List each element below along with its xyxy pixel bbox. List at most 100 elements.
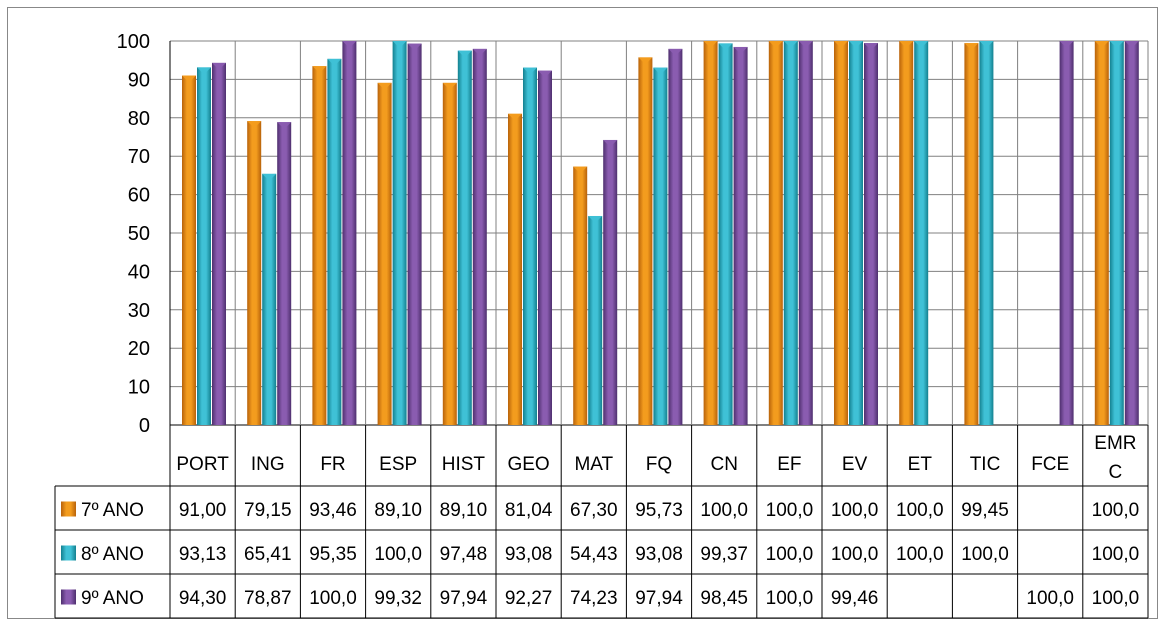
bar-cap (668, 48, 683, 56)
data-table-cell: 99,46 (831, 588, 879, 609)
bar-cap (1109, 41, 1124, 48)
bar (182, 75, 196, 425)
bar (668, 48, 683, 425)
y-tick-label: 20 (128, 338, 150, 360)
legend-series-name: 9º ANO (81, 588, 144, 609)
bar-cap (718, 43, 733, 51)
data-table-cell: 93,08 (635, 544, 683, 565)
bar (262, 173, 277, 425)
data-table-cell: 99,45 (961, 500, 1009, 521)
bar-cap (864, 43, 878, 51)
bar-cap (964, 43, 979, 51)
bar-cap (442, 82, 457, 90)
data-table-cell: 97,94 (635, 588, 683, 609)
bar-cap (783, 41, 798, 48)
bar (703, 41, 718, 425)
bar (899, 41, 914, 425)
bar (247, 121, 262, 426)
y-tick-label: 30 (128, 300, 150, 322)
data-table-cell: 78,87 (244, 588, 292, 609)
bar-cap (262, 173, 277, 181)
bar-cap (703, 41, 718, 48)
data-table-cell: 100,0 (1092, 588, 1140, 609)
bar-cap (247, 121, 262, 129)
bar (392, 41, 407, 425)
bar-cap (914, 41, 929, 48)
bar (1124, 41, 1139, 425)
data-table-cell: 100,0 (766, 500, 814, 521)
data-table-cell: 89,10 (374, 500, 422, 521)
bar-cap (653, 67, 668, 75)
bar-cap (538, 70, 552, 78)
data-table-cell: 92,27 (505, 588, 553, 609)
y-tick-label: 70 (128, 146, 150, 168)
data-table-cell: 97,48 (440, 544, 488, 565)
bar (768, 41, 783, 425)
data-table-cell: 98,45 (700, 588, 748, 609)
data-table-cell: 79,15 (244, 500, 292, 521)
bar-cap (472, 48, 487, 56)
x-category-label: C (1109, 462, 1123, 483)
data-table-cell: 67,30 (570, 500, 618, 521)
x-category-label: FCE (1031, 454, 1069, 475)
x-category-label: ET (908, 454, 933, 475)
bar-cap (733, 46, 748, 54)
bar (849, 41, 863, 425)
data-table-cell: 74,23 (570, 588, 618, 609)
bar-cap (312, 66, 327, 74)
bar (653, 67, 668, 425)
bar (783, 41, 798, 425)
bar-cap (979, 41, 994, 48)
bar-cap (327, 58, 342, 66)
y-tick-label: 60 (128, 185, 150, 207)
x-category-label: ING (251, 454, 285, 475)
bar-cap (407, 43, 422, 51)
bar (914, 41, 929, 425)
x-category-label: FR (320, 454, 345, 475)
data-table-cell: 93,46 (309, 500, 357, 521)
bar-cap (834, 41, 848, 48)
bar-cap (277, 122, 292, 130)
bar (442, 82, 457, 425)
bar-cap (508, 113, 522, 121)
data-table-cell: 89,10 (440, 500, 488, 521)
bar-cap (457, 50, 472, 58)
data-table-cell: 100,0 (374, 544, 422, 565)
bar-cap (638, 57, 653, 65)
x-category-label: FQ (646, 454, 672, 475)
legend-swatch (61, 501, 76, 517)
x-category-label: PORT (176, 454, 229, 475)
bar-cap (798, 41, 813, 48)
data-table-cell: 65,41 (244, 544, 292, 565)
legend-series-name: 7º ANO (81, 500, 144, 521)
y-tick-label: 0 (139, 415, 150, 437)
y-tick-label: 50 (128, 223, 150, 245)
bar (964, 43, 979, 425)
legend-swatch (61, 589, 76, 605)
bar-cap (182, 75, 196, 83)
y-tick-label: 100 (117, 31, 150, 53)
bar-cap (899, 41, 914, 48)
data-table-cell: 95,35 (309, 544, 357, 565)
bar-cap (1059, 41, 1074, 48)
bar (864, 43, 878, 425)
data-table-cell: 54,43 (570, 544, 618, 565)
bar (197, 67, 211, 425)
x-category-label: MAT (574, 454, 613, 475)
data-table-cell: 100,0 (831, 500, 879, 521)
bar-cap (212, 62, 226, 70)
y-tick-label: 10 (128, 377, 150, 399)
bar (834, 41, 848, 425)
x-category-label: GEO (507, 454, 549, 475)
legend-series-name: 8º ANO (81, 544, 144, 565)
bar (212, 62, 226, 425)
bar-cap (342, 41, 357, 48)
data-table-cell: 100,0 (766, 588, 814, 609)
bar (457, 50, 472, 426)
x-category-label: HIST (442, 454, 486, 475)
bar (312, 66, 327, 426)
bar (718, 43, 733, 426)
bar-cap (377, 82, 392, 90)
bar (798, 41, 813, 425)
